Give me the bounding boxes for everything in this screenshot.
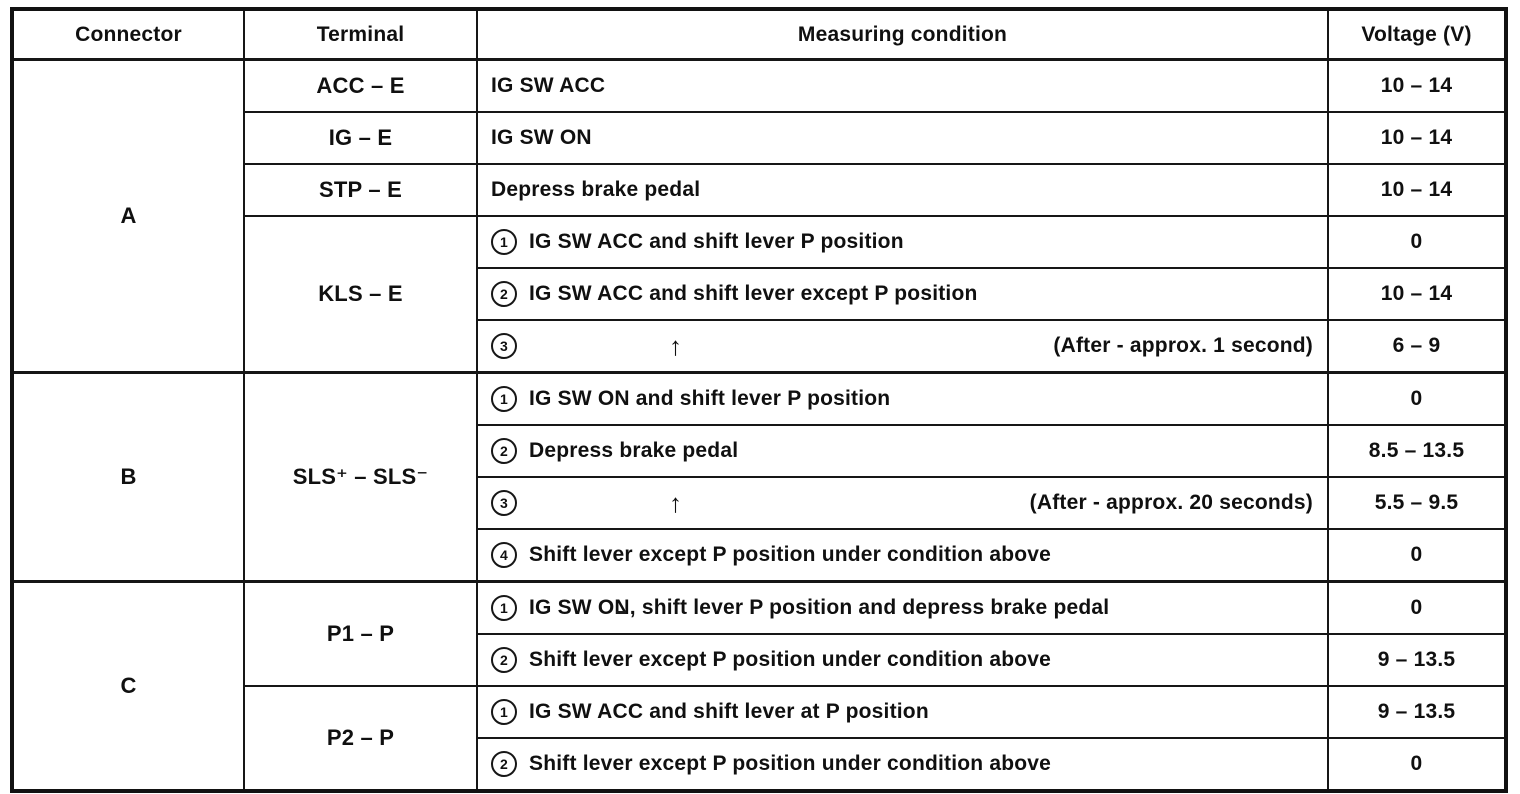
circled-number: 1: [491, 386, 517, 412]
voltage-cell: 9 – 13.5: [1327, 685, 1507, 739]
circled-number: 1: [491, 229, 517, 255]
condition-cell: IG SW ON: [476, 111, 1329, 165]
voltage-cell: 0: [1327, 737, 1507, 792]
connector-cell-c: C: [11, 580, 245, 792]
table-row: C P1 – P 1 IG SW ON, shift lever P posit…: [11, 580, 1507, 792]
condition-cell: 2 Depress brake pedal: [476, 424, 1329, 478]
column-header-voltage: Voltage (V): [1327, 8, 1507, 61]
voltage-cell: 10 – 14: [1327, 163, 1507, 217]
column-header-connector: Connector: [11, 8, 245, 61]
voltage-cell: 8.5 – 13.5: [1327, 424, 1507, 478]
condition-cell: 1 IG SW ON and shift lever P position: [476, 371, 1329, 426]
condition-cell: 3 ↑ (After - approx. 20 seconds): [476, 476, 1329, 530]
table-row: 2 Shift lever except P position under co…: [12, 633, 1507, 687]
condition-text: IG SW ACC and shift lever P position: [529, 230, 904, 253]
table-row: KLS – E 1 IG SW ACC and shift lever P po…: [12, 215, 1507, 374]
connector-cell-b: B: [11, 371, 245, 583]
terminal-cell-acc-e: ACC – E: [243, 58, 478, 113]
circled-number: 2: [491, 751, 517, 777]
condition-text: Shift lever except P position under cond…: [529, 543, 1052, 566]
circled-number: 1: [491, 595, 517, 621]
terminal-cell-p2-p: P2 – P: [243, 685, 478, 792]
circled-number: 4: [491, 542, 517, 568]
condition-text: IG SW ON, shift lever P position and dep…: [529, 596, 1110, 619]
table-row: A ACC – E IG SW ACC 10 – 14: [11, 58, 1507, 374]
condition-cell: 4 Shift lever except P position under co…: [476, 528, 1329, 583]
scanned-table-sheet: Connector Terminal Measuring condition V…: [10, 7, 1508, 793]
condition-text: Shift lever except P position under cond…: [529, 648, 1052, 671]
condition-cell: 1 IG SW ACC and shift lever P position: [476, 215, 1329, 269]
column-header-condition: Measuring condition: [476, 8, 1329, 61]
condition-cell: 1 IG SW ACC and shift lever at P positio…: [476, 685, 1329, 739]
table-row: 2 Depress brake pedal 8.5 – 13.5: [12, 424, 1507, 478]
condition-text: IG SW ACC: [491, 74, 606, 97]
circled-number: 2: [491, 647, 517, 673]
circled-number: 1: [491, 699, 517, 725]
up-arrow-icon: ↑: [669, 488, 683, 518]
voltage-cell: 10 – 14: [1327, 267, 1507, 321]
condition-cell: Depress brake pedal: [476, 163, 1329, 217]
voltage-cell: 0: [1327, 215, 1507, 269]
condition-text: Depress brake pedal: [491, 178, 701, 201]
voltage-cell: 6 – 9: [1327, 319, 1507, 374]
table-row: 2 IG SW ACC and shift lever except P pos…: [12, 267, 1507, 321]
column-header-terminal: Terminal: [243, 8, 478, 61]
terminal-cell-kls-e: KLS – E: [243, 215, 478, 374]
connector-cell-a: A: [11, 58, 245, 374]
voltage-cell: 10 – 14: [1327, 58, 1507, 113]
voltage-cell: 10 – 14: [1327, 111, 1507, 165]
condition-text: IG SW ON and shift lever P position: [529, 387, 891, 410]
voltage-cell: 0: [1327, 528, 1507, 583]
terminal-cell-stp-e: STP – E: [243, 163, 478, 217]
voltage-cell: 9 – 13.5: [1327, 633, 1507, 687]
table-row: B SLS⁺ – SLS⁻ 1 IG SW ON and shift lever…: [11, 371, 1507, 583]
after-note: (After - approx. 1 second): [1053, 334, 1313, 357]
condition-text: Depress brake pedal: [529, 439, 739, 462]
header-row: Connector Terminal Measuring condition V…: [11, 8, 1507, 61]
table-row: STP – E Depress brake pedal 10 – 14: [12, 163, 1507, 217]
table-row: IG – E IG SW ON 10 – 14: [12, 111, 1507, 165]
circled-number: 3: [491, 333, 517, 359]
terminal-cell-ig-e: IG – E: [243, 111, 478, 165]
condition-text: Shift lever except P position under cond…: [529, 752, 1052, 775]
terminal-cell-sls: SLS⁺ – SLS⁻: [243, 371, 478, 583]
condition-cell: 2 Shift lever except P position under co…: [476, 737, 1329, 792]
voltage-cell: 5.5 – 9.5: [1327, 476, 1507, 530]
condition-cell: 3 ↑ (After - approx. 1 second): [476, 319, 1329, 374]
voltage-table: Connector Terminal Measuring condition V…: [10, 7, 1508, 793]
voltage-cell: 0: [1327, 371, 1507, 426]
circled-number: 3: [491, 490, 517, 516]
table-row: 3 ↑ (After - approx. 1 second) 6 – 9: [12, 319, 1507, 374]
table-row: 2 Shift lever except P position under co…: [12, 737, 1507, 792]
up-arrow-icon: ↑: [669, 331, 683, 361]
condition-text: IG SW ACC and shift lever at P position: [529, 700, 929, 723]
terminal-cell-p1-p: P1 – P: [243, 580, 478, 687]
table-row: 4 Shift lever except P position under co…: [12, 528, 1507, 583]
circled-number: 2: [491, 438, 517, 464]
condition-cell: 2 Shift lever except P position under co…: [476, 633, 1329, 687]
circled-number: 2: [491, 281, 517, 307]
condition-text: IG SW ON: [491, 126, 592, 149]
condition-text: IG SW ACC and shift lever except P posit…: [529, 282, 978, 305]
condition-cell: IG SW ACC: [476, 58, 1329, 113]
scan-artifact-dot: [616, 611, 626, 614]
after-note: (After - approx. 20 seconds): [1029, 491, 1313, 514]
condition-cell: 1 IG SW ON, shift lever P position and d…: [476, 580, 1329, 635]
voltage-cell: 0: [1327, 580, 1507, 635]
table-row: 3 ↑ (After - approx. 20 seconds) 5.5 – 9…: [12, 476, 1507, 530]
table-row: P2 – P 1 IG SW ACC and shift lever at P …: [12, 685, 1507, 792]
condition-cell: 2 IG SW ACC and shift lever except P pos…: [476, 267, 1329, 321]
